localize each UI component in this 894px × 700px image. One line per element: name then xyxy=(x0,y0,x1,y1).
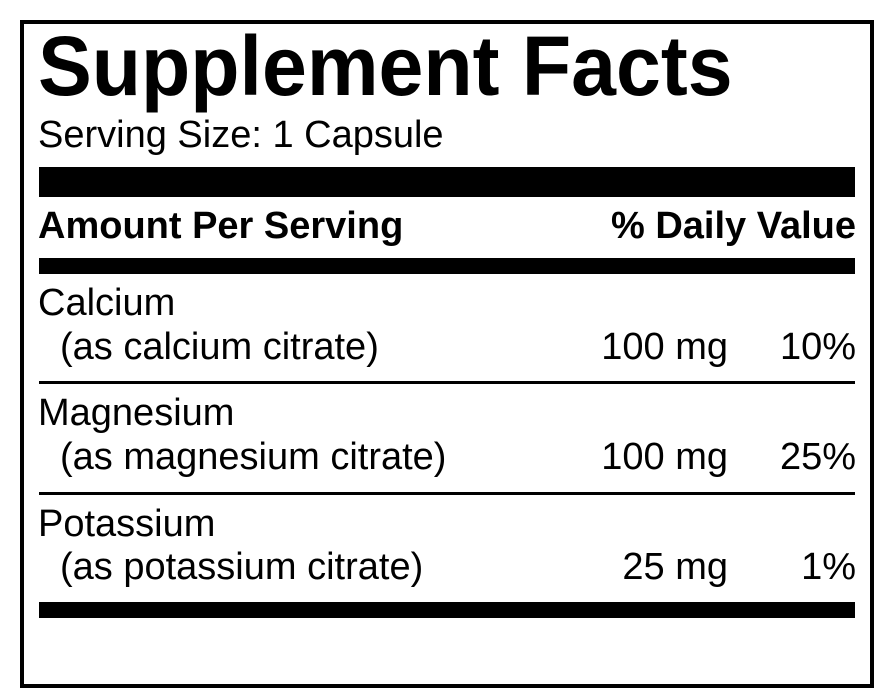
nutrient-amount: 100 mg xyxy=(528,326,728,370)
rule-thick-top xyxy=(39,167,855,197)
nutrient-name: Potassium xyxy=(38,503,528,547)
nutrient-name-cell: Magnesium (as magnesium citrate) xyxy=(38,392,528,479)
nutrient-form: (as magnesium citrate) xyxy=(38,436,528,480)
nutrient-name-cell: Potassium (as potassium citrate) xyxy=(38,503,528,590)
nutrient-dv: 1% xyxy=(728,546,856,590)
rule-bottom xyxy=(39,602,855,618)
table-row: Potassium (as potassium citrate) 25 mg 1… xyxy=(38,495,856,602)
table-row: Magnesium (as magnesium citrate) 100 mg … xyxy=(38,384,856,491)
nutrient-dv: 25% xyxy=(728,436,856,480)
column-header-dv: % Daily Value xyxy=(611,205,856,248)
table-row: Calcium (as calcium citrate) 100 mg 10% xyxy=(38,274,856,381)
nutrient-form: (as potassium citrate) xyxy=(38,546,528,590)
serving-size: Serving Size: 1 Capsule xyxy=(38,108,856,167)
panel-title: Supplement Facts xyxy=(38,24,823,108)
nutrient-dv: 10% xyxy=(728,326,856,370)
rule-mid xyxy=(39,258,855,274)
column-header-row: Amount Per Serving % Daily Value xyxy=(38,197,856,258)
nutrient-name: Magnesium xyxy=(38,392,528,436)
nutrient-name: Calcium xyxy=(38,282,528,326)
nutrient-amount: 100 mg xyxy=(528,436,728,480)
column-header-amount: Amount Per Serving xyxy=(38,205,611,248)
supplement-facts-panel: Supplement Facts Serving Size: 1 Capsule… xyxy=(20,20,874,688)
nutrient-form: (as calcium citrate) xyxy=(38,326,528,370)
panel-bottom-space xyxy=(38,618,856,684)
nutrient-amount: 25 mg xyxy=(528,546,728,590)
nutrient-name-cell: Calcium (as calcium citrate) xyxy=(38,282,528,369)
